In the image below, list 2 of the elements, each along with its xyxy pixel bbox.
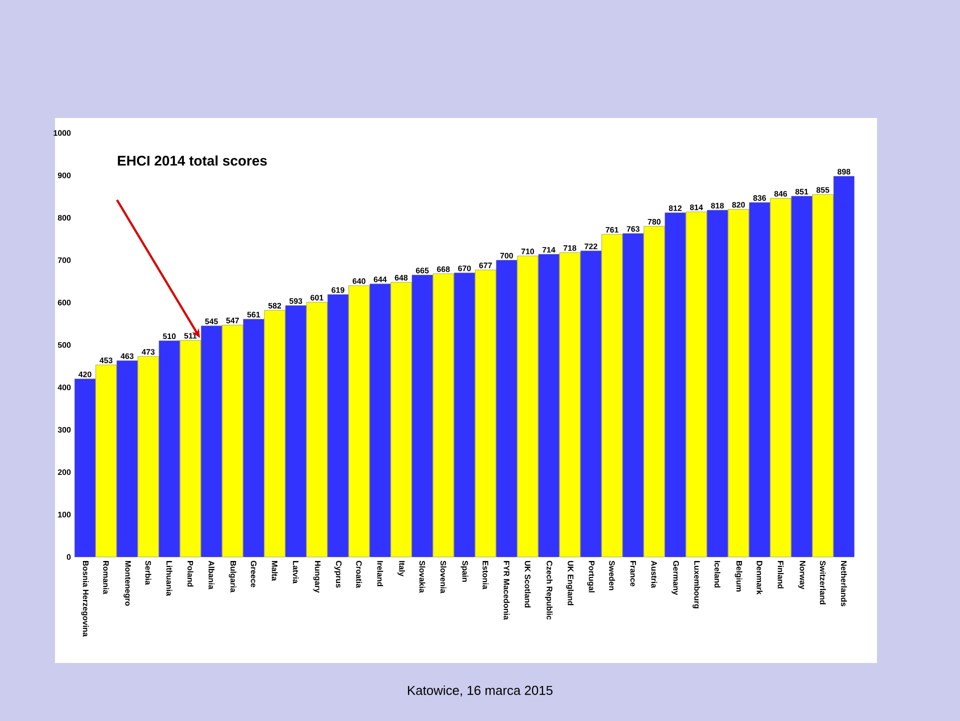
text: EHCI 2014 total scores [118, 155, 267, 166]
text: Katowice, 16 marca 2015 [408, 685, 553, 697]
